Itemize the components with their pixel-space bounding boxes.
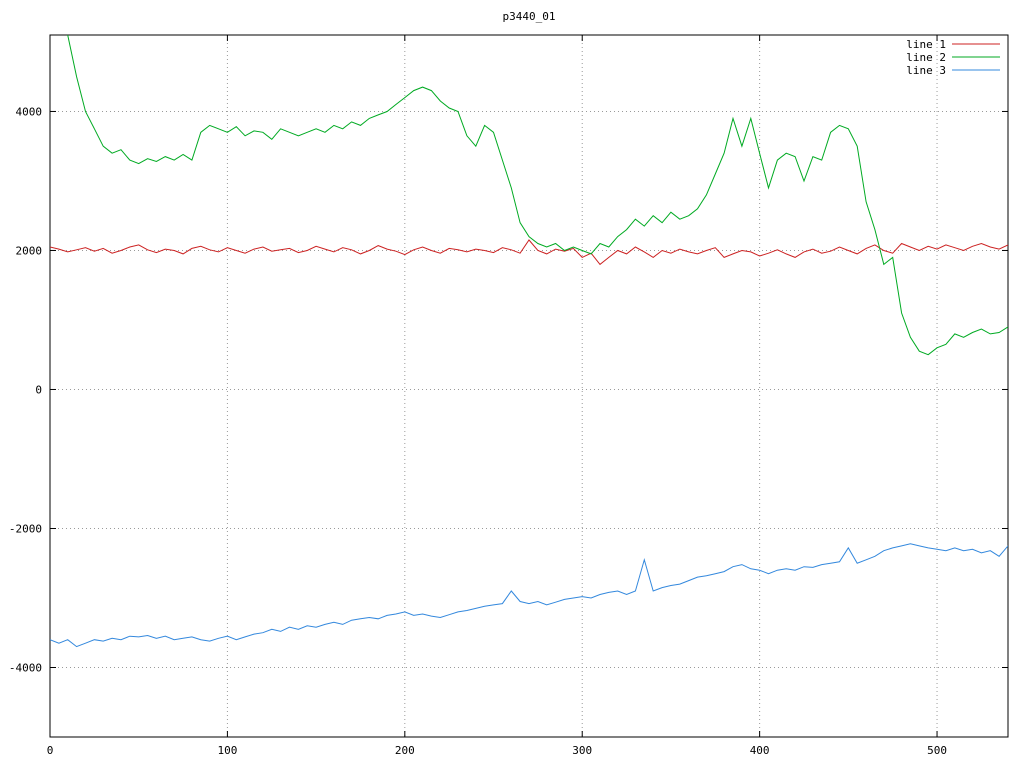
legend-label-3: line 3 bbox=[906, 64, 946, 77]
x-tick-label: 200 bbox=[395, 744, 415, 757]
series-group bbox=[50, 35, 1008, 648]
legend-label-2: line 2 bbox=[906, 51, 946, 64]
x-tick-label: 500 bbox=[927, 744, 947, 757]
series-line-1 bbox=[50, 239, 1008, 266]
x-tick-label: 100 bbox=[217, 744, 237, 757]
y-tick-label: -2000 bbox=[9, 522, 42, 535]
legend-label-1: line 1 bbox=[906, 38, 946, 51]
series-line-3 bbox=[50, 543, 1008, 648]
y-tick-label: 2000 bbox=[16, 244, 43, 257]
x-tick-label: 300 bbox=[572, 744, 592, 757]
x-tick-label: 0 bbox=[47, 744, 54, 757]
y-tick-label: 0 bbox=[35, 383, 42, 396]
series-line-2 bbox=[67, 35, 1008, 356]
x-tick-label: 400 bbox=[750, 744, 770, 757]
y-tick-label: 4000 bbox=[16, 105, 43, 118]
y-tick-label: -4000 bbox=[9, 661, 42, 674]
chart-title: p3440_01 bbox=[502, 10, 556, 23]
plot-border bbox=[49, 34, 1009, 738]
